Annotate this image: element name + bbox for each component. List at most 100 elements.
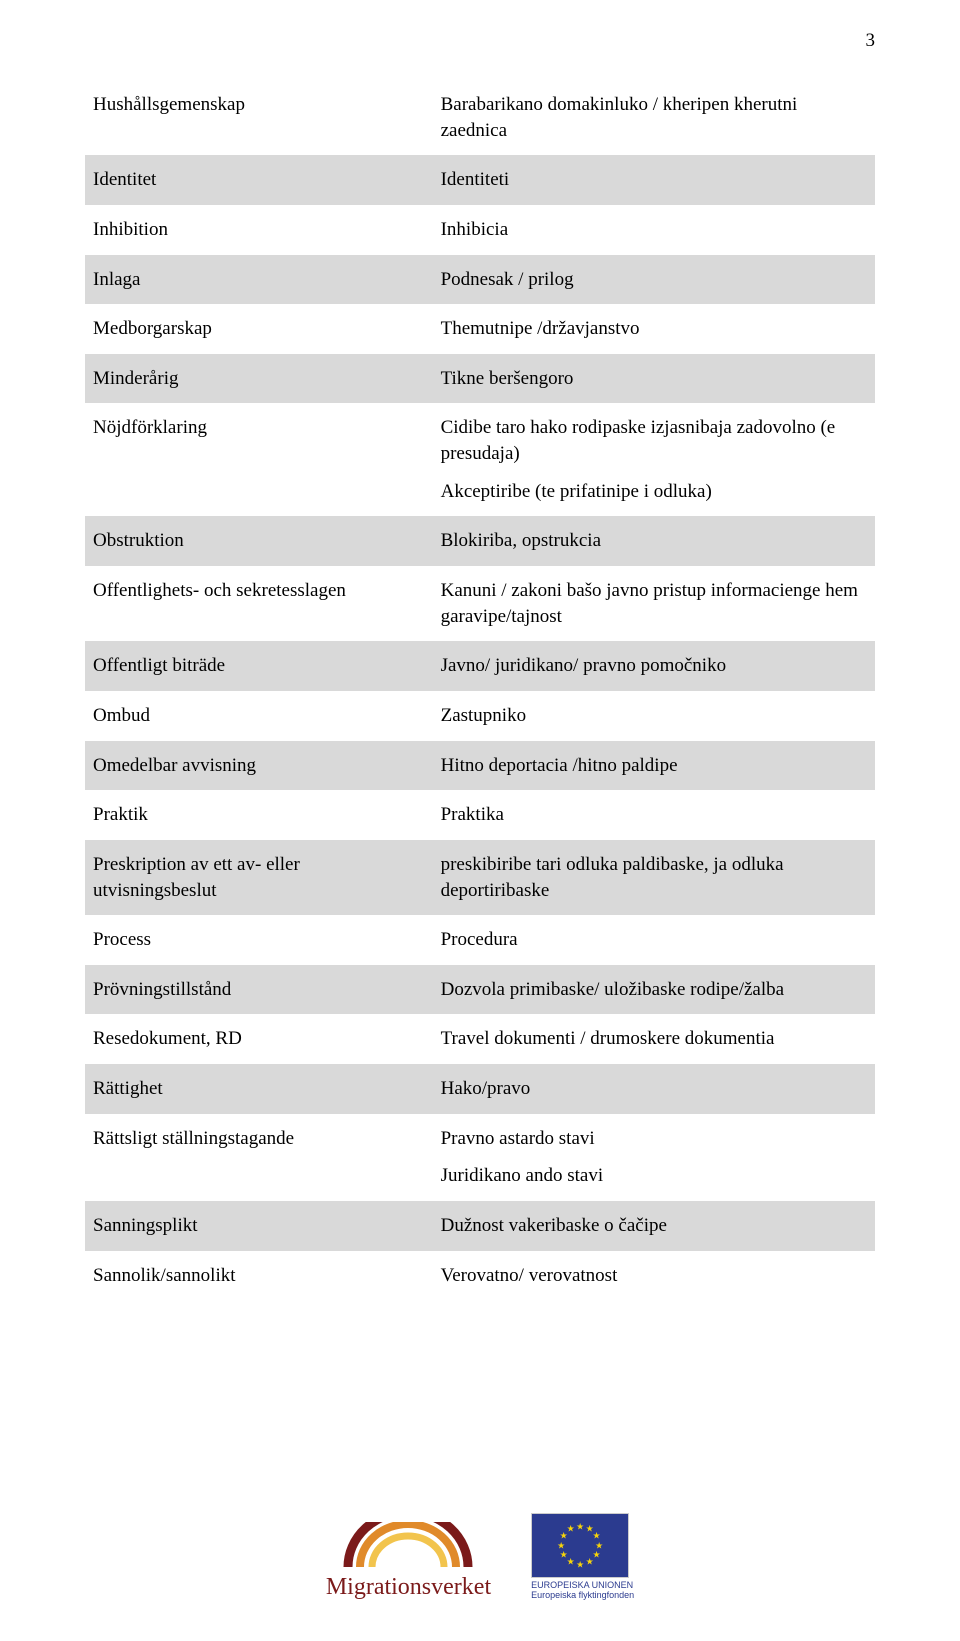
term-cell: Offentligt biträde	[85, 641, 433, 691]
definition-cell: Travel dokumenti / drumoskere dokumentia	[433, 1014, 875, 1064]
term-cell: Hushållsgemenskap	[85, 80, 433, 155]
term-cell: Omedelbar avvisning	[85, 741, 433, 791]
definition-cell: Zastupniko	[433, 691, 875, 741]
document-page: 3 HushållsgemenskapBarabarikano domakinl…	[0, 0, 960, 1641]
definition-cell: Inhibicia	[433, 205, 875, 255]
term-cell: Nöjdförklaring	[85, 403, 433, 516]
term-cell: Minderårig	[85, 354, 433, 404]
term-cell: Medborgarskap	[85, 304, 433, 354]
table-row: ProcessProcedura	[85, 915, 875, 965]
definition-cell: Pravno astardo stavi Juridikano ando stav…	[433, 1114, 875, 1201]
table-row: Sannolik/sannolikt Verovatno/ verovatnost	[85, 1251, 875, 1301]
star-icon: ★	[576, 1521, 584, 1532]
eu-caption: EUROPEISKA UNIONEN Europeiska flyktingfo…	[531, 1581, 634, 1601]
star-icon: ★	[586, 1557, 594, 1568]
definition-line: Blokiriba, opstrukcia	[441, 528, 865, 554]
definition-line: Dozvola primibaske/ uložibaske rodipe/ža…	[441, 977, 865, 1003]
table-row: Resedokument, RD Travel dokumenti / drumo…	[85, 1014, 875, 1064]
table-row: Rättighet Hako/pravo	[85, 1064, 875, 1114]
table-row: Prövningstillstånd Dozvola primibaske/ ul…	[85, 965, 875, 1015]
term-cell: Rättsligt ställningstagande	[85, 1114, 433, 1201]
definition-line: preskibiribe tari odluka paldibaske, ja …	[441, 852, 865, 903]
definition-line: Cidibe taro hako rodipaske izjasnibaja z…	[441, 415, 865, 466]
star-icon: ★	[576, 1559, 584, 1570]
definition-cell: Javno/ juridikano/ pravno pomočniko	[433, 641, 875, 691]
definition-cell: Procedura	[433, 915, 875, 965]
definition-cell: Kanuni / zakoni bašo javno pristup infor…	[433, 566, 875, 641]
definition-line: Tikne beršengoro	[441, 366, 865, 392]
definition-line: Barabarikano domakinluko / kheripen kher…	[441, 92, 865, 143]
definition-line: Identiteti	[441, 167, 865, 193]
definition-cell: Cidibe taro hako rodipaske izjasnibaja z…	[433, 403, 875, 516]
definition-line: Hitno deportacia /hitno paldipe	[441, 753, 865, 779]
term-cell: Identitet	[85, 155, 433, 205]
definition-cell: Identiteti	[433, 155, 875, 205]
definition-line: Hako/pravo	[441, 1076, 865, 1102]
table-row: Medborgarskap Themutnipe /državjanstvo	[85, 304, 875, 354]
definition-cell: Hako/pravo	[433, 1064, 875, 1114]
table-row: Inlaga Podnesak / prilog	[85, 255, 875, 305]
footer: Migrationsverket ★★★★★★★★★★★★ EUROPEISKA…	[0, 1513, 960, 1601]
definition-line: Podnesak / prilog	[441, 267, 865, 293]
term-cell: Prövningstillstånd	[85, 965, 433, 1015]
term-cell: Offentlighets- och sekretesslagen	[85, 566, 433, 641]
definition-line: Travel dokumenti / drumoskere dokumentia	[441, 1026, 865, 1052]
table-row: Minderårig Tikne beršengoro	[85, 354, 875, 404]
star-icon: ★	[567, 1557, 575, 1568]
table-row: Praktik Praktika	[85, 790, 875, 840]
definition-line: Praktika	[441, 802, 865, 828]
table-row: Identitet Identiteti	[85, 155, 875, 205]
definition-line: Pravno astardo stavi	[441, 1126, 865, 1152]
star-icon: ★	[557, 1540, 565, 1551]
logo-migrationsverket: Migrationsverket	[326, 1522, 491, 1601]
term-cell: Ombud	[85, 691, 433, 741]
table-row: ObstruktionBlokiriba, opstrukcia	[85, 516, 875, 566]
definition-line: Procedura	[441, 927, 865, 953]
definition-line: Zastupniko	[441, 703, 865, 729]
star-icon: ★	[567, 1524, 575, 1535]
table-row: Offentligt biträde Javno/ juridikano/ pra…	[85, 641, 875, 691]
logo-eu: ★★★★★★★★★★★★ EUROPEISKA UNIONEN Europeis…	[531, 1513, 634, 1601]
definition-line: Juridikano ando stavi	[441, 1163, 865, 1189]
term-cell: Praktik	[85, 790, 433, 840]
glossary-table: HushållsgemenskapBarabarikano domakinluk…	[85, 80, 875, 1300]
table-row: Preskription av ett av- eller utvisnings…	[85, 840, 875, 915]
term-cell: Inhibition	[85, 205, 433, 255]
term-cell: Resedokument, RD	[85, 1014, 433, 1064]
table-row: Sanningsplikt Dužnost vakeribaske o čačip…	[85, 1201, 875, 1251]
table-row: Inhibition Inhibicia	[85, 205, 875, 255]
term-cell: Rättighet	[85, 1064, 433, 1114]
star-icon: ★	[593, 1550, 601, 1561]
logo-text: Migrationsverket	[326, 1574, 491, 1601]
definition-line: Inhibicia	[441, 217, 865, 243]
definition-cell: Podnesak / prilog	[433, 255, 875, 305]
eu-line2: Europeiska flyktingfonden	[531, 1591, 634, 1601]
definition-line: Javno/ juridikano/ pravno pomočniko	[441, 653, 865, 679]
star-icon: ★	[560, 1550, 568, 1561]
table-row: NöjdförklaringCidibe taro hako rodipaske…	[85, 403, 875, 516]
definition-line: Verovatno/ verovatnost	[441, 1263, 865, 1289]
term-cell: Sannolik/sannolikt	[85, 1251, 433, 1301]
definition-cell: Hitno deportacia /hitno paldipe	[433, 741, 875, 791]
definition-cell: Dozvola primibaske/ uložibaske rodipe/ža…	[433, 965, 875, 1015]
definition-line: Themutnipe /državjanstvo	[441, 316, 865, 342]
definition-cell: Themutnipe /državjanstvo	[433, 304, 875, 354]
arc-icon	[328, 1522, 488, 1572]
page-number: 3	[866, 30, 876, 52]
definition-line: Akceptiribe (te prifatinipe i odluka)	[441, 479, 865, 505]
term-cell: Inlaga	[85, 255, 433, 305]
table-row: Ombud Zastupniko	[85, 691, 875, 741]
table-row: Rättsligt ställningstagandePravno astard…	[85, 1114, 875, 1201]
term-cell: Sanningsplikt	[85, 1201, 433, 1251]
definition-line: Dužnost vakeribaske o čačipe	[441, 1213, 865, 1239]
definition-cell: Praktika	[433, 790, 875, 840]
eu-flag-icon: ★★★★★★★★★★★★	[531, 1513, 629, 1578]
table-row: HushållsgemenskapBarabarikano domakinluk…	[85, 80, 875, 155]
definition-line: Kanuni / zakoni bašo javno pristup infor…	[441, 578, 865, 629]
definition-cell: Barabarikano domakinluko / kheripen kher…	[433, 80, 875, 155]
term-cell: Preskription av ett av- eller utvisnings…	[85, 840, 433, 915]
definition-cell: Verovatno/ verovatnost	[433, 1251, 875, 1301]
table-row: Omedelbar avvisning Hitno deportacia /hit…	[85, 741, 875, 791]
definition-cell: Blokiriba, opstrukcia	[433, 516, 875, 566]
definition-cell: Tikne beršengoro	[433, 354, 875, 404]
